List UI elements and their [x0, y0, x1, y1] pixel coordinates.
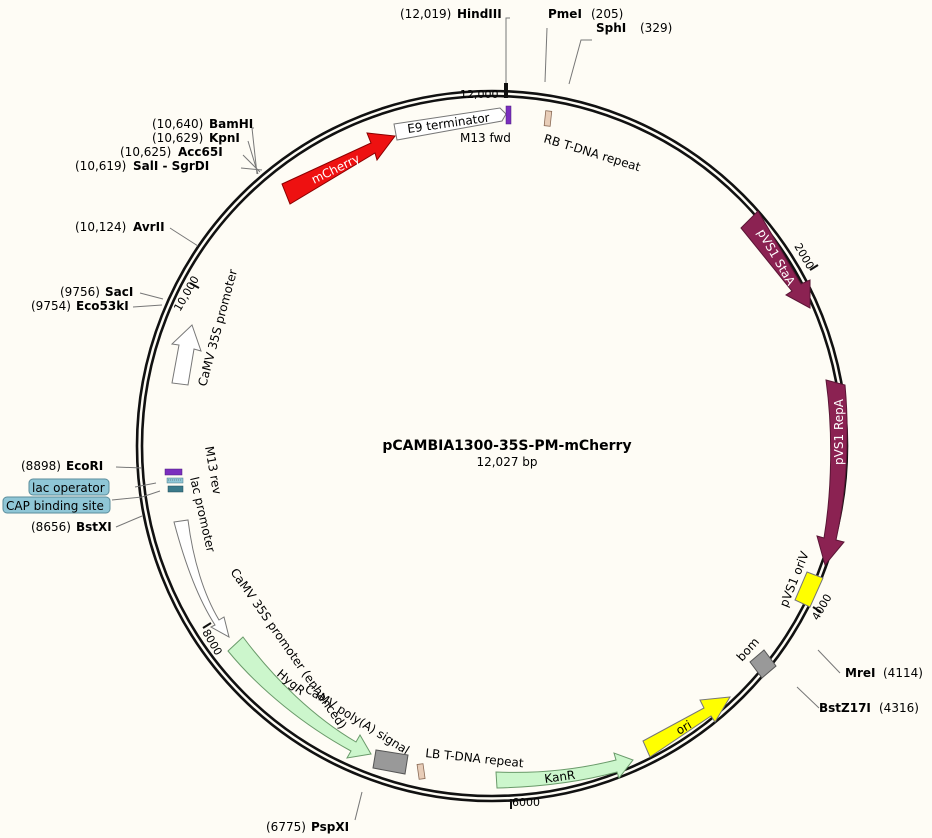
feature-rb-t-dna-repeat[interactable]: RB T-DNA repeat [542, 110, 642, 175]
svg-text:Eco53kI: Eco53kI [76, 299, 129, 313]
svg-text:(205): (205) [591, 7, 623, 21]
tick-2000 [809, 264, 819, 271]
svg-text:KpnI: KpnI [209, 131, 240, 145]
svg-text:SacI: SacI [105, 285, 133, 299]
svg-text:(9756): (9756) [60, 285, 100, 299]
svg-text:ori: ori [674, 718, 695, 738]
tick-8000 [202, 622, 212, 629]
svg-text:(10,625): (10,625) [120, 145, 171, 159]
lac-operator-label[interactable]: lac operator [28, 478, 157, 496]
svg-text:(8656): (8656) [31, 520, 71, 534]
svg-text:(10,640): (10,640) [152, 117, 203, 131]
svg-text:SphI: SphI [596, 21, 626, 35]
site-saci[interactable]: (9756) SacI [60, 285, 133, 299]
site-sphi[interactable]: SphI (329) [596, 21, 672, 35]
site-sali-sgrdi[interactable]: (10,619) SalI - SgrDI [75, 159, 209, 173]
site-hindiii[interactable]: (12,019) HindIII [400, 7, 502, 21]
tick-label-6000: 6000 [512, 796, 540, 809]
site-avrii[interactable]: (10,124) AvrII [75, 220, 165, 234]
feature-m13-fwd[interactable]: M13 fwd [460, 105, 512, 145]
feature-camv-35s-promoter-enhanced[interactable]: CaMV 35S promoter (enhanced) [173, 519, 350, 732]
svg-text:EcoRI: EcoRI [66, 459, 103, 473]
svg-text:BamHI: BamHI [209, 117, 253, 131]
svg-text:KanR: KanR [543, 768, 576, 786]
cap-binding-site-label[interactable]: CAP binding site [2, 490, 161, 514]
svg-text:lac operator: lac operator [32, 481, 105, 495]
site-ecori[interactable]: (8898) EcoRI [21, 459, 103, 473]
site-bstz17i[interactable]: BstZ17I (4316) [819, 701, 919, 715]
site-leaders [115, 17, 841, 821]
feature-kanr[interactable]: KanR [495, 752, 634, 789]
svg-text:(10,124): (10,124) [75, 220, 126, 234]
site-bamhi[interactable]: (10,640) BamHI [152, 117, 253, 131]
feature-bom[interactable]: bom [734, 635, 777, 679]
tick-10000 [189, 282, 200, 289]
lac-operator-marker [166, 477, 184, 484]
plasmid-name: pCAMBIA1300-35S-PM-mCherry [382, 438, 631, 454]
plasmid-size: 12,027 bp [476, 455, 537, 469]
restriction-sites: (12,019) HindIII PmeI (205) SphI (329) (… [21, 7, 923, 834]
feature-pvs1-oriv[interactable]: pVS1 oriV [777, 549, 824, 609]
svg-text:(4114): (4114) [883, 666, 923, 680]
svg-text:M13 rev: M13 rev [202, 445, 224, 495]
svg-text:CaMV 35S promoter: CaMV 35S promoter [195, 268, 240, 388]
site-eco53ki[interactable]: (9754) Eco53kI [31, 299, 129, 313]
feature-ori[interactable]: ori [642, 696, 731, 758]
tick-4000 [812, 606, 822, 613]
svg-text:pVS1 RepA: pVS1 RepA [832, 398, 846, 465]
svg-text:HindIII: HindIII [457, 7, 502, 21]
svg-text:(10,629): (10,629) [152, 131, 203, 145]
site-bstxi[interactable]: (8656) BstXI [31, 520, 112, 534]
svg-text:SalI - SgrDI: SalI - SgrDI [133, 159, 209, 173]
feature-mcherry[interactable]: mCherry [281, 132, 396, 205]
svg-text:(10,619): (10,619) [75, 159, 126, 173]
svg-text:LB T-DNA repeat: LB T-DNA repeat [425, 746, 525, 770]
site-kpni[interactable]: (10,629) KpnI [152, 131, 240, 145]
svg-text:(6775): (6775) [266, 820, 306, 834]
site-mrei[interactable]: MreI (4114) [845, 666, 923, 680]
svg-text:(12,019): (12,019) [400, 7, 451, 21]
svg-text:PspXI: PspXI [311, 820, 349, 834]
svg-text:(9754): (9754) [31, 299, 71, 313]
svg-text:AvrII: AvrII [133, 220, 165, 234]
site-pspxi[interactable]: (6775) PspXI [266, 820, 349, 834]
site-acc65i[interactable]: (10,625) Acc65I [120, 145, 223, 159]
svg-text:BstZ17I: BstZ17I [819, 701, 871, 715]
tick-marks [189, 83, 822, 809]
tick-label-2000: 2000 [791, 241, 816, 272]
svg-text:CAP binding site: CAP binding site [6, 499, 104, 513]
svg-text:Acc65I: Acc65I [178, 145, 223, 159]
cap-site-marker [167, 485, 184, 493]
feature-pvs1-repa[interactable]: pVS1 RepA [816, 379, 848, 567]
svg-text:M13 fwd: M13 fwd [460, 131, 511, 145]
svg-text:MreI: MreI [845, 666, 875, 680]
svg-text:(329): (329) [640, 21, 672, 35]
svg-text:BstXI: BstXI [76, 520, 112, 534]
tick-label-12000: 12,000 [460, 88, 499, 101]
site-pmei[interactable]: PmeI (205) [548, 7, 623, 21]
svg-text:PmeI: PmeI [548, 7, 582, 21]
svg-text:RB T-DNA repeat: RB T-DNA repeat [542, 131, 642, 174]
svg-text:(8898): (8898) [21, 459, 61, 473]
svg-text:(4316): (4316) [879, 701, 919, 715]
